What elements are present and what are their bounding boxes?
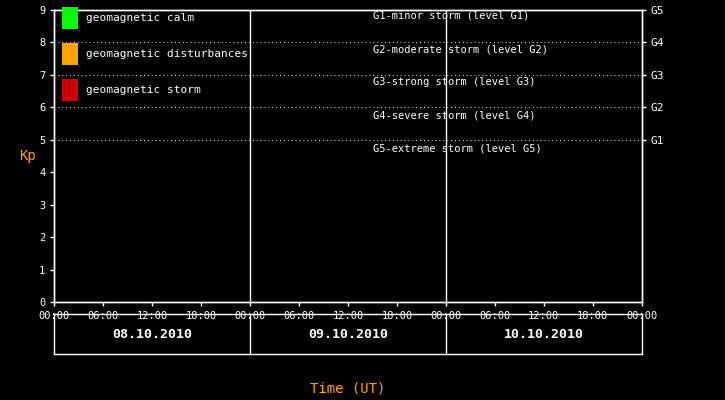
Text: geomagnetic storm: geomagnetic storm — [86, 85, 200, 95]
Y-axis label: Kp: Kp — [20, 149, 36, 163]
Text: 09.10.2010: 09.10.2010 — [308, 328, 388, 340]
Text: geomagnetic calm: geomagnetic calm — [86, 13, 194, 23]
Text: G3-strong storm (level G3): G3-strong storm (level G3) — [373, 78, 536, 88]
Text: geomagnetic disturbances: geomagnetic disturbances — [86, 49, 247, 59]
Text: G1-minor storm (level G1): G1-minor storm (level G1) — [373, 11, 530, 21]
Text: G4-severe storm (level G4): G4-severe storm (level G4) — [373, 111, 536, 121]
Text: 10.10.2010: 10.10.2010 — [504, 328, 584, 340]
Text: Time (UT): Time (UT) — [310, 381, 386, 395]
Text: 08.10.2010: 08.10.2010 — [112, 328, 192, 340]
Text: G5-extreme storm (level G5): G5-extreme storm (level G5) — [373, 144, 542, 154]
Text: G2-moderate storm (level G2): G2-moderate storm (level G2) — [373, 44, 548, 54]
